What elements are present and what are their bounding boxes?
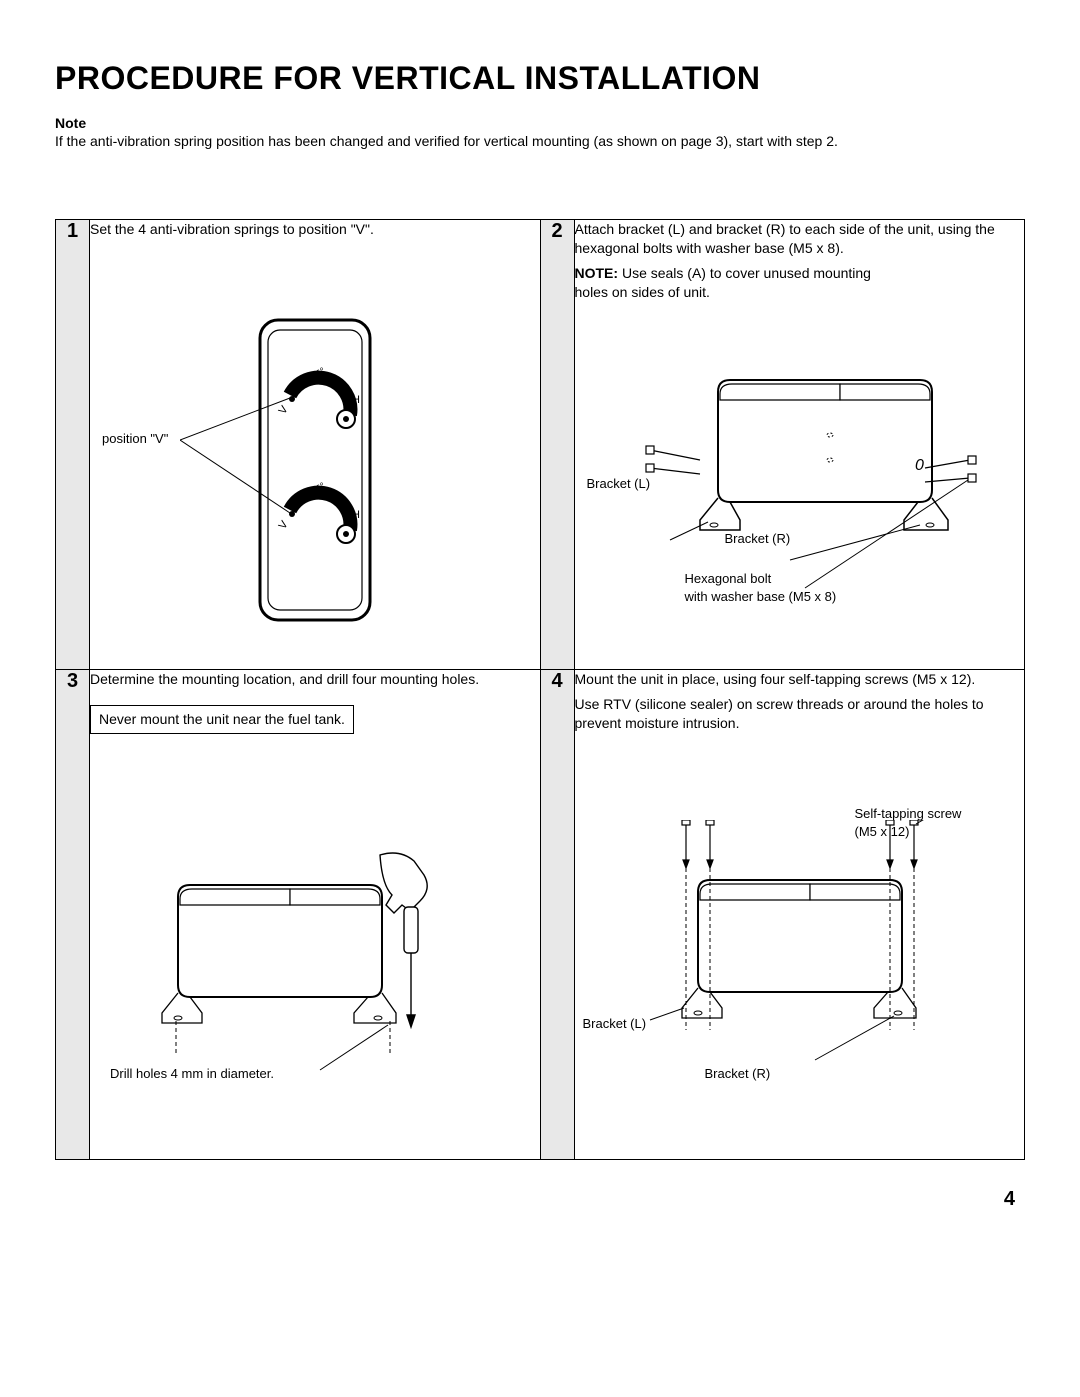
step-2-text: Attach bracket (L) and bracket (R) to ea… — [575, 220, 1025, 258]
step-1-figure: V 45° H V 45° H — [180, 310, 440, 640]
step-3-text: Determine the mounting location, and dri… — [90, 670, 540, 689]
step-3-warning-box: Never mount the unit near the fuel tank. — [90, 705, 354, 734]
svg-text:H: H — [352, 394, 360, 406]
page: PROCEDURE FOR VERTICAL INSTALLATION Note… — [0, 0, 1080, 1251]
step-1-label-pos-v: position "V" — [102, 430, 168, 448]
step-4-label-bracket-l: Bracket (L) — [583, 1015, 647, 1033]
step-4-label-bracket-r: Bracket (R) — [705, 1065, 771, 1083]
step-2-label-bracket-l: Bracket (L) — [587, 475, 651, 493]
note-body: If the anti-vibration spring position ha… — [55, 133, 1025, 149]
step-2-note-prefix: NOTE: — [575, 265, 619, 281]
step-3-cell: Determine the mounting location, and dri… — [90, 670, 541, 1160]
step-1-cell: Set the 4 anti-vibration springs to posi… — [90, 220, 541, 670]
svg-text:0: 0 — [915, 457, 924, 474]
step-number: 2 — [540, 220, 574, 670]
step-3-label-drill: Drill holes 4 mm in diameter. — [110, 1065, 274, 1083]
step-1-text: Set the 4 anti-vibration springs to posi… — [90, 220, 540, 239]
page-number: 4 — [55, 1188, 1025, 1211]
step-2-note: NOTE: Use seals (A) to cover unused moun… — [575, 264, 875, 302]
step-4-text2: Use RTV (silicone sealer) on screw threa… — [575, 695, 1025, 733]
page-title: PROCEDURE FOR VERTICAL INSTALLATION — [55, 60, 1025, 97]
svg-text:H: H — [352, 509, 360, 521]
step-number: 4 — [540, 670, 574, 1160]
note-heading: Note — [55, 115, 1025, 131]
svg-text:V: V — [277, 403, 291, 416]
steps-table: 1 Set the 4 anti-vibration springs to po… — [55, 219, 1025, 1160]
step-2-note-body: Use seals (A) to cover unused mounting h… — [575, 265, 871, 300]
step-number: 3 — [56, 670, 90, 1160]
step-4-figure — [620, 820, 980, 1120]
step-4-label-screw: Self-tapping screw (M5 x 12) — [855, 805, 962, 840]
step-4-cell: Mount the unit in place, using four self… — [574, 670, 1025, 1160]
step-number: 1 — [56, 220, 90, 670]
svg-text:V: V — [277, 518, 291, 531]
step-2-label-bolt: Hexagonal bolt with washer base (M5 x 8) — [685, 570, 837, 605]
step-2-label-bracket-r: Bracket (R) — [725, 530, 791, 548]
step-4-text1: Mount the unit in place, using four self… — [575, 670, 1025, 689]
step-2-cell: Attach bracket (L) and bracket (R) to ea… — [574, 220, 1025, 670]
